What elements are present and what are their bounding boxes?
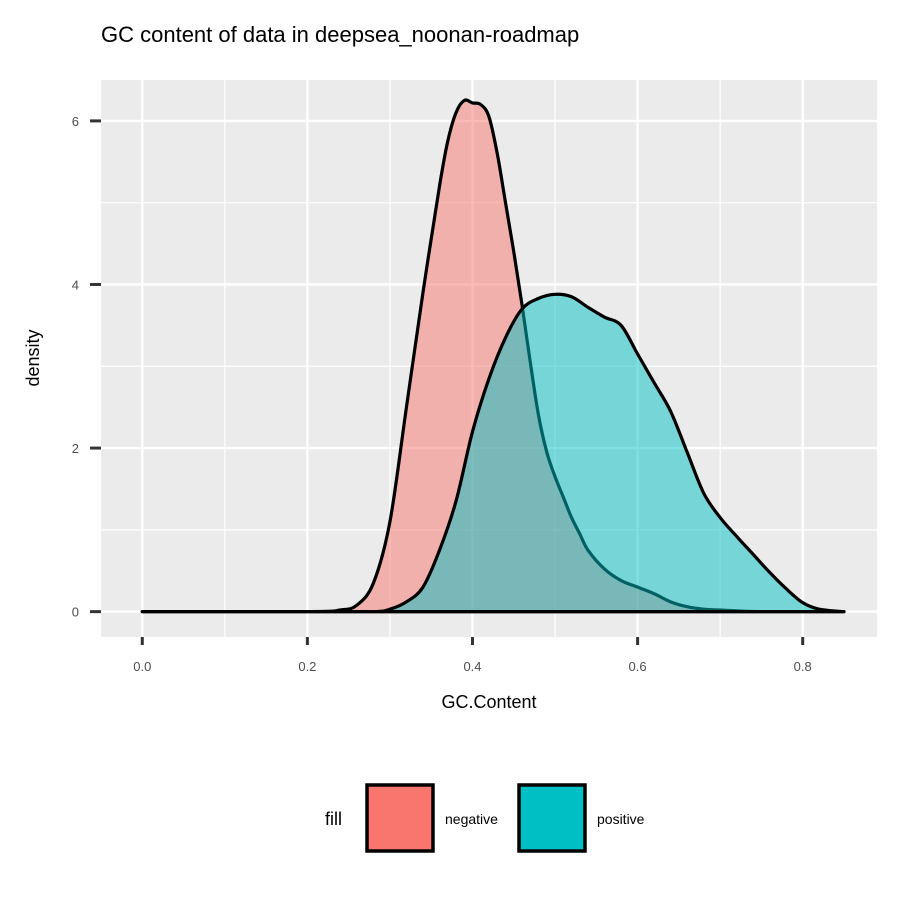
legend: fill negative positive bbox=[325, 783, 645, 853]
x-tick-label: 0.8 bbox=[794, 659, 812, 674]
x-axis: 0.0 0.2 0.4 0.6 0.8 bbox=[133, 637, 812, 674]
x-tick-label: 0.4 bbox=[463, 659, 481, 674]
legend-title: fill bbox=[325, 809, 342, 829]
density-area-positive bbox=[140, 292, 846, 614]
legend-label-negative: negative bbox=[445, 811, 498, 827]
density-series bbox=[140, 98, 846, 614]
y-tick-label: 6 bbox=[72, 114, 79, 129]
x-axis-title: GC.Content bbox=[441, 692, 536, 712]
x-tick-label: 0.2 bbox=[298, 659, 316, 674]
y-axis-title: density bbox=[23, 329, 43, 386]
chart-title: GC content of data in deepsea_noonan-roa… bbox=[101, 22, 579, 47]
y-tick-label: 0 bbox=[72, 605, 79, 620]
x-tick-label: 0.6 bbox=[629, 659, 647, 674]
legend-key-positive bbox=[517, 783, 587, 853]
y-tick-label: 2 bbox=[72, 441, 79, 456]
y-tick-label: 4 bbox=[72, 277, 79, 292]
y-axis: 0 2 4 6 bbox=[72, 114, 101, 620]
legend-label-positive: positive bbox=[597, 811, 645, 827]
x-tick-label: 0.0 bbox=[133, 659, 151, 674]
legend-key-negative bbox=[365, 783, 435, 853]
